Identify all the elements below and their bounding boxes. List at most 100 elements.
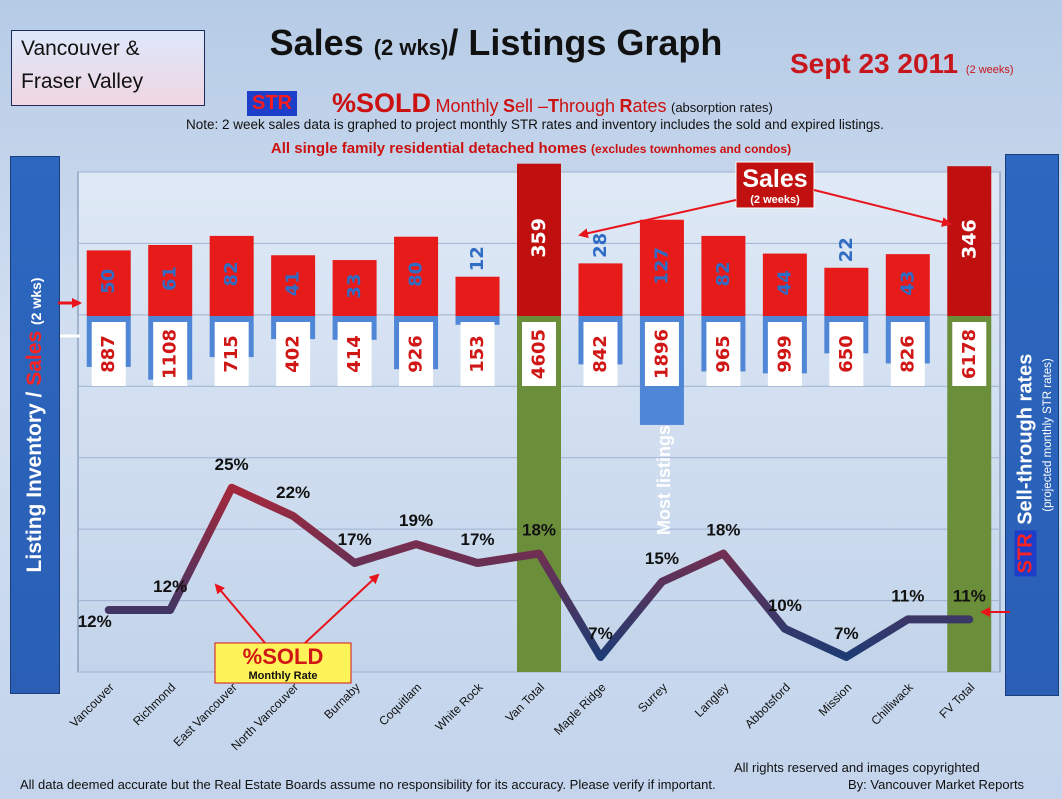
title-main: Sales (269, 22, 364, 63)
str-value-label: 25% (215, 455, 249, 474)
inventory-value-label: 153 (467, 335, 488, 373)
sales-value-label: 28 (590, 233, 611, 258)
category-tick-label: Mission (816, 680, 855, 719)
inventory-value-label: 965 (713, 335, 734, 373)
sales-value-label: 127 (651, 247, 672, 285)
sales-value-label: 22 (836, 237, 857, 262)
subtitle-main: All single family residential detached h… (270, 140, 587, 157)
sales-bar (271, 255, 316, 316)
str-value-label: 10% (768, 596, 802, 615)
sales-bar (332, 260, 377, 316)
sold-callout-subtitle: Monthly Rate (248, 670, 317, 682)
category-tick-label: Burnaby (321, 680, 363, 722)
inventory-bar (455, 316, 500, 325)
sales-bar (639, 219, 684, 316)
date-note: (2 weeks) (965, 64, 1014, 76)
category-tick-label: Chilliwack (868, 680, 916, 728)
inventory-value-label: 4605 (529, 329, 550, 379)
sales-value-label: 41 (283, 271, 304, 296)
str-ates: ates (632, 96, 667, 116)
str-header: %SOLD Monthly Sell –Through Rates (absor… (332, 88, 773, 119)
inventory-label-box (706, 322, 741, 386)
category-tick-label: North Vancouver (228, 680, 301, 753)
footer-disclaimer: All data deemed accurate but the Real Es… (20, 777, 716, 792)
left-axis-panel: Listing Inventory / Sales (2 wks) (10, 156, 60, 694)
sold-callout-arrow-right (304, 573, 380, 644)
str-value-label: 7% (834, 624, 859, 643)
category-tick-label: Abbotsford (742, 680, 793, 731)
sales-bar (885, 254, 930, 316)
str-badge: STR (247, 91, 297, 116)
inventory-value-label: 1896 (651, 329, 672, 379)
inventory-label-box (829, 322, 864, 386)
category-tick-label: Van Total (503, 680, 548, 725)
sales-bar (517, 163, 561, 316)
inventory-value-label: 926 (406, 335, 427, 373)
sales-value-label: 12 (467, 246, 488, 271)
inventory-value-label: 1108 (160, 329, 181, 379)
sales-value-label: 50 (98, 269, 119, 294)
sales-callout-arrow-left (578, 199, 737, 239)
str-value-label: 22% (276, 483, 310, 502)
inventory-label-box (890, 322, 925, 386)
sales-callout-subtitle: (2 weeks) (750, 194, 800, 206)
region-label-box: Vancouver & Fraser Valley (11, 30, 205, 106)
sales-bar (86, 250, 131, 316)
category-tick-label: Vancouver (67, 680, 117, 730)
inventory-label-box (522, 322, 556, 386)
sold-callout-title: %SOLD (243, 644, 324, 669)
sales-value-label: 346 (958, 219, 980, 259)
str-value-label: 12% (153, 577, 187, 596)
inventory-label-box (583, 322, 618, 386)
subtitle-paren: (excludes townhomes and condos) (591, 142, 792, 156)
footer-by: By: Vancouver Market Reports (848, 777, 1025, 792)
inventory-label-box (276, 322, 311, 386)
subtitle: All single family residential detached h… (0, 140, 1062, 157)
most-listings-annotation: Most listings (654, 425, 674, 535)
inventory-value-label: 414 (344, 335, 365, 373)
str-value-label: 12% (78, 612, 112, 631)
str-hrough: hrough (559, 96, 616, 116)
report-date: Sept 23 2011 (2 weeks) (790, 48, 1014, 80)
category-tick-label: Coquitlam (376, 680, 424, 728)
inventory-value-label: 999 (774, 335, 795, 373)
note-text: Note: 2 week sales data is graphed to pr… (186, 117, 884, 132)
inventory-value-label: 887 (98, 335, 119, 373)
footer-rights: All rights reserved and images copyright… (734, 760, 980, 775)
right-axis-panel: STR Sell-through rates (projected monthl… (1005, 154, 1059, 696)
category-tick-label: Richmond (130, 680, 178, 728)
sales-callout-title: Sales (742, 165, 807, 193)
str-value-label: 11% (891, 586, 924, 605)
inventory-value-label: 715 (221, 335, 242, 373)
sales-value-label: 359 (528, 218, 550, 258)
region-line-1: Vancouver & (21, 37, 140, 60)
sales-callout-arrow-right (813, 189, 952, 227)
sales-callout-box (735, 161, 815, 209)
inventory-value-label: 826 (897, 335, 918, 373)
str-value-label: 18% (706, 521, 740, 540)
str-value-label: 17% (461, 530, 495, 549)
inventory-label-box (399, 322, 434, 386)
sales-value-label: 44 (774, 270, 795, 295)
inventory-label-box (91, 322, 126, 386)
str-s: S (502, 96, 515, 116)
category-tick-label: FV Total (937, 680, 978, 721)
inventory-value-label: 842 (590, 335, 611, 373)
sales-value-label: 80 (406, 262, 427, 287)
sales-bar (947, 166, 992, 316)
category-tick-label: Langley (692, 680, 732, 720)
inventory-label-box (952, 322, 987, 386)
str-sold-label: %SOLD (332, 88, 432, 118)
sales-value-label: 82 (713, 261, 734, 286)
str-r: R (619, 96, 633, 116)
inventory-label-box (214, 322, 249, 386)
str-monthly: Monthly (435, 96, 499, 116)
category-tick-label: East Vancouver (171, 680, 240, 749)
str-value-label: 19% (399, 511, 433, 530)
inventory-label-box (767, 322, 802, 386)
sold-callout-arrow-left (214, 583, 266, 644)
inventory-label-box (337, 322, 372, 386)
str-value-label: 17% (338, 530, 372, 549)
str-line (104, 483, 974, 661)
